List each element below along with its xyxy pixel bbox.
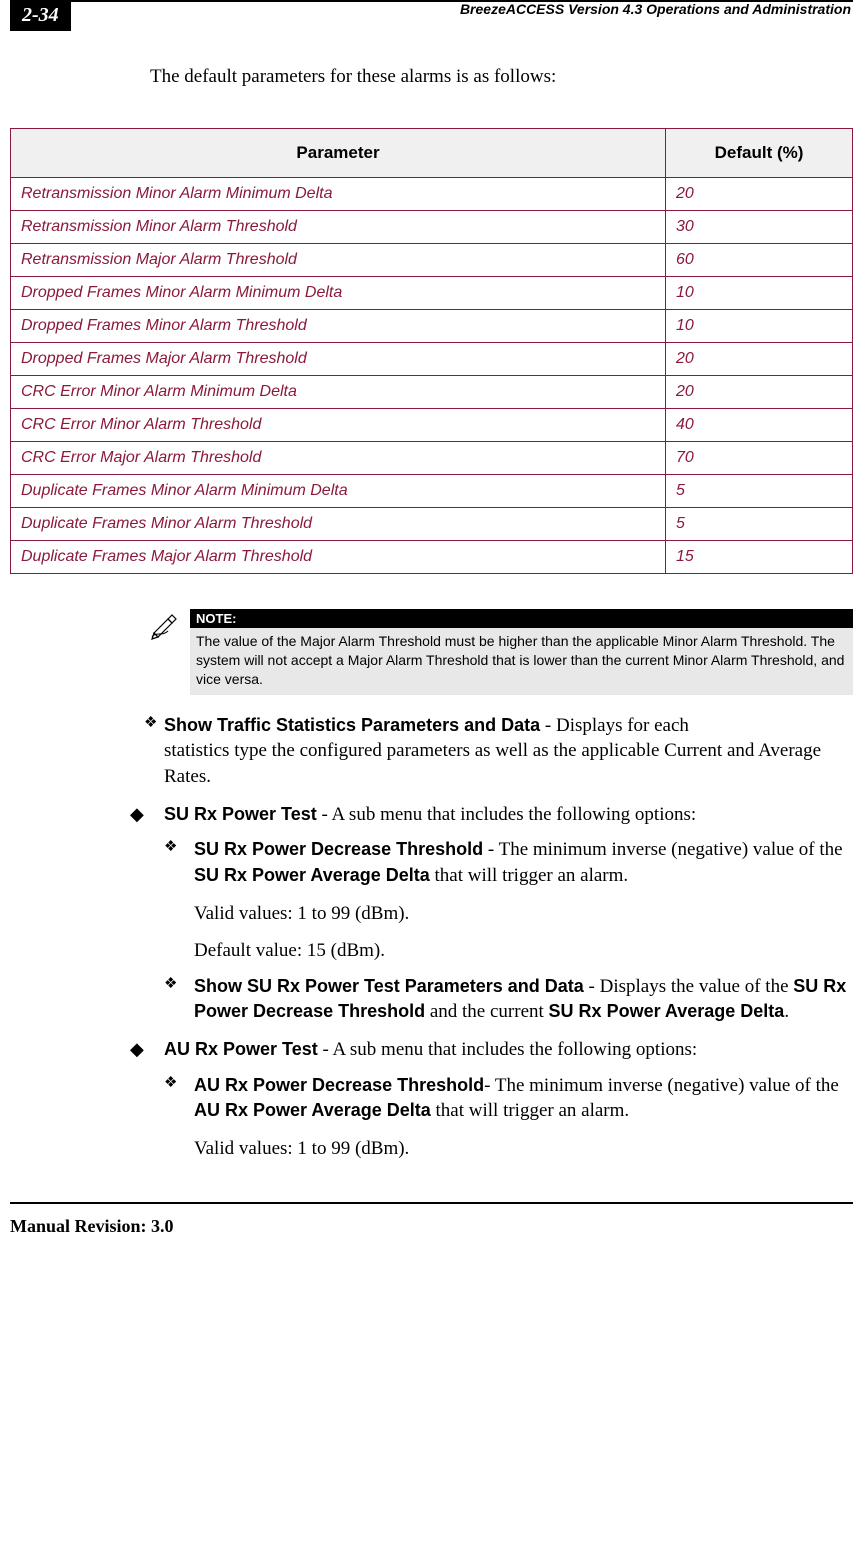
su-show-rest-c: . — [784, 1001, 789, 1022]
table-cell-param: Duplicate Frames Minor Alarm Minimum Del… — [11, 475, 666, 508]
table-cell-param: Duplicate Frames Minor Alarm Threshold — [11, 508, 666, 541]
table-cell-param: CRC Error Minor Alarm Minimum Delta — [11, 376, 666, 409]
table-cell-param: Duplicate Frames Major Alarm Threshold — [11, 541, 666, 574]
table-cell-default: 5 — [666, 475, 853, 508]
table-row: Retransmission Minor Alarm Minimum Delta… — [11, 178, 853, 211]
au-rx-bold: AU Rx Power Test — [164, 1039, 318, 1059]
su-decrease-bold: SU Rx Power Decrease Threshold — [194, 839, 483, 859]
au-decrease-bold2: AU Rx Power Average Delta — [194, 1100, 431, 1120]
su-decrease-rest-a: - The minimum inverse (negative) value o… — [483, 839, 842, 860]
au-decrease-valid: Valid values: 1 to 99 (dBm). — [194, 1136, 853, 1162]
note-text: The value of the Major Alarm Threshold m… — [190, 628, 853, 695]
su-decrease-rest-b: that will trigger an alarm. — [430, 865, 628, 886]
table-cell-default: 10 — [666, 310, 853, 343]
show-traffic-bold: Show Traffic Statistics Parameters and D… — [164, 715, 540, 735]
table-cell-param: CRC Error Major Alarm Threshold — [11, 442, 666, 475]
table-row: Retransmission Major Alarm Threshold60 — [11, 244, 853, 277]
table-cell-default: 20 — [666, 343, 853, 376]
item-su-rx: ◆ SU Rx Power Test - A sub menu that inc… — [130, 802, 853, 828]
table-cell-default: 15 — [666, 541, 853, 574]
note-icon — [150, 609, 182, 646]
show-traffic-rest: - Displays for each — [540, 715, 689, 736]
table-cell-param: Retransmission Minor Alarm Threshold — [11, 211, 666, 244]
table-row: Duplicate Frames Minor Alarm Minimum Del… — [11, 475, 853, 508]
intro-text: The default parameters for these alarms … — [150, 66, 853, 88]
item-su-rx-decrease: ❖ SU Rx Power Decrease Threshold - The m… — [164, 837, 853, 888]
table-header-param: Parameter — [11, 129, 666, 178]
item-show-traffic: ❖ Show Traffic Statistics Parameters and… — [130, 713, 853, 790]
table-row: Duplicate Frames Major Alarm Threshold15 — [11, 541, 853, 574]
footer-text: Manual Revision: 3.0 — [10, 1216, 853, 1237]
document-title: BreezeACCESS Version 4.3 Operations and … — [460, 1, 851, 17]
page-header: 2-34 BreezeACCESS Version 4.3 Operations… — [10, 0, 853, 31]
footer: Manual Revision: 3.0 — [10, 1202, 853, 1237]
item-au-rx: ◆ AU Rx Power Test - A sub menu that inc… — [130, 1037, 853, 1063]
item-au-rx-decrease: ❖ AU Rx Power Decrease Threshold- The mi… — [164, 1073, 853, 1124]
su-rx-rest: - A sub menu that includes the following… — [317, 804, 696, 825]
table-row: CRC Error Major Alarm Threshold70 — [11, 442, 853, 475]
table-cell-default: 60 — [666, 244, 853, 277]
page-number: 2-34 — [10, 0, 71, 31]
su-show-rest-a: - Displays the value of the — [584, 976, 793, 997]
item-su-rx-show: ❖ Show SU Rx Power Test Parameters and D… — [164, 974, 853, 1025]
parameters-table: Parameter Default (%) Retransmission Min… — [10, 128, 853, 574]
table-row: Duplicate Frames Minor Alarm Threshold5 — [11, 508, 853, 541]
table-cell-default: 10 — [666, 277, 853, 310]
show-traffic-line2: statistics type the configured parameter… — [164, 740, 821, 787]
table-cell-param: Retransmission Minor Alarm Minimum Delta — [11, 178, 666, 211]
table-cell-default: 30 — [666, 211, 853, 244]
au-rx-rest: - A sub menu that includes the following… — [318, 1039, 697, 1060]
su-rx-bold: SU Rx Power Test — [164, 804, 317, 824]
table-cell-param: Retransmission Major Alarm Threshold — [11, 244, 666, 277]
table-row: Retransmission Minor Alarm Threshold30 — [11, 211, 853, 244]
table-cell-default: 5 — [666, 508, 853, 541]
table-cell-default: 70 — [666, 442, 853, 475]
su-decrease-default: Default value: 15 (dBm). — [194, 938, 853, 964]
table-cell-param: Dropped Frames Major Alarm Threshold — [11, 343, 666, 376]
table-cell-param: Dropped Frames Minor Alarm Minimum Delta — [11, 277, 666, 310]
su-show-bold3: SU Rx Power Average Delta — [549, 1001, 785, 1021]
table-cell-default: 40 — [666, 409, 853, 442]
au-decrease-rest-a: - The minimum inverse (negative) value o… — [484, 1075, 839, 1096]
table-cell-default: 20 — [666, 178, 853, 211]
table-cell-param: CRC Error Minor Alarm Threshold — [11, 409, 666, 442]
table-row: Dropped Frames Minor Alarm Minimum Delta… — [11, 277, 853, 310]
table-cell-default: 20 — [666, 376, 853, 409]
su-decrease-valid: Valid values: 1 to 99 (dBm). — [194, 901, 853, 927]
au-decrease-bold: AU Rx Power Decrease Threshold — [194, 1075, 484, 1095]
table-row: Dropped Frames Major Alarm Threshold20 — [11, 343, 853, 376]
su-show-rest-b: and the current — [425, 1001, 548, 1022]
su-show-bold: Show SU Rx Power Test Parameters and Dat… — [194, 976, 584, 996]
note-block: NOTE: The value of the Major Alarm Thres… — [150, 609, 853, 695]
table-header-default: Default (%) — [666, 129, 853, 178]
table-cell-param: Dropped Frames Minor Alarm Threshold — [11, 310, 666, 343]
su-decrease-bold2: SU Rx Power Average Delta — [194, 865, 430, 885]
note-label: NOTE: — [190, 609, 853, 628]
table-row: CRC Error Minor Alarm Minimum Delta20 — [11, 376, 853, 409]
au-decrease-rest-b: that will trigger an alarm. — [431, 1100, 629, 1121]
table-row: CRC Error Minor Alarm Threshold40 — [11, 409, 853, 442]
table-row: Dropped Frames Minor Alarm Threshold10 — [11, 310, 853, 343]
